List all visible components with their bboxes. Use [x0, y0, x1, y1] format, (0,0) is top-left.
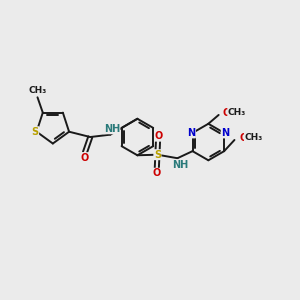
Text: N: N — [221, 128, 230, 138]
Text: CH₃: CH₃ — [244, 133, 263, 142]
Text: O: O — [80, 153, 88, 163]
Text: S: S — [32, 127, 39, 137]
Text: O: O — [154, 131, 163, 141]
Text: CH₃: CH₃ — [228, 108, 246, 117]
Text: CH₃: CH₃ — [28, 86, 46, 95]
Text: O: O — [152, 168, 160, 178]
Text: NH: NH — [103, 124, 120, 134]
Text: O: O — [223, 108, 231, 118]
Text: NH: NH — [172, 160, 188, 170]
Text: S: S — [154, 150, 161, 160]
Text: N: N — [187, 128, 195, 138]
Text: O: O — [239, 133, 248, 142]
